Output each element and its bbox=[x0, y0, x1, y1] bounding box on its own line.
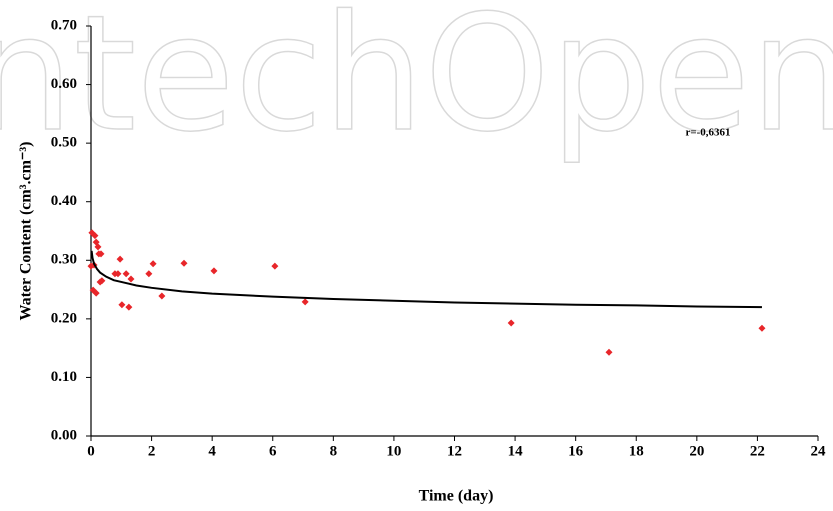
data-point bbox=[301, 298, 309, 306]
x-tick-label: 10 bbox=[386, 443, 401, 459]
data-point bbox=[127, 275, 135, 283]
x-tick-label: 0 bbox=[87, 443, 95, 459]
x-tick-label: 16 bbox=[568, 443, 584, 459]
y-tick-label: 0.40 bbox=[51, 193, 77, 209]
y-axis-title: Water Content (cm³.cm⁻³) bbox=[18, 141, 35, 320]
data-point bbox=[145, 270, 153, 278]
data-point bbox=[758, 324, 766, 332]
x-tick-label: 8 bbox=[330, 443, 338, 459]
data-point bbox=[116, 255, 124, 263]
y-tick-label: 0.50 bbox=[51, 135, 77, 151]
watermark: IntechOpen bbox=[0, 0, 833, 167]
x-tick-label: 2 bbox=[148, 443, 156, 459]
data-point bbox=[91, 232, 99, 240]
data-point bbox=[94, 243, 102, 251]
data-point bbox=[98, 277, 106, 285]
x-axis-title: Time (day) bbox=[419, 488, 494, 505]
data-point bbox=[180, 259, 188, 267]
y-tick-label: 0.00 bbox=[51, 427, 77, 443]
x-tick-label: 18 bbox=[629, 443, 644, 459]
y-tick-label: 0.20 bbox=[51, 310, 77, 326]
annotation: r=-0,6361 bbox=[685, 127, 730, 139]
data-point bbox=[158, 292, 166, 300]
fit-line bbox=[90, 250, 762, 309]
y-tick-label: 0.30 bbox=[51, 252, 77, 268]
data-point bbox=[149, 260, 157, 268]
y-tick-label: 0.10 bbox=[51, 369, 77, 385]
x-tick-label: 14 bbox=[508, 443, 524, 459]
data-point bbox=[97, 250, 105, 258]
data-point bbox=[114, 270, 122, 278]
data-point bbox=[210, 267, 218, 275]
y-tick-label: 0.70 bbox=[51, 17, 77, 33]
data-point bbox=[507, 319, 515, 327]
x-tick-label: 12 bbox=[447, 443, 462, 459]
data-point bbox=[122, 270, 130, 278]
data-point bbox=[92, 289, 100, 297]
data-point bbox=[125, 303, 133, 311]
y-tick-label: 0.60 bbox=[51, 76, 77, 92]
data-point bbox=[271, 262, 279, 270]
x-tick-label: 4 bbox=[208, 443, 216, 459]
x-tick-label: 20 bbox=[689, 443, 704, 459]
data-point bbox=[605, 348, 613, 356]
data-point bbox=[118, 301, 126, 309]
data-point bbox=[87, 262, 95, 270]
x-tick-label: 22 bbox=[750, 443, 765, 459]
x-tick-label: 24 bbox=[811, 443, 827, 459]
x-tick-label: 6 bbox=[269, 443, 277, 459]
